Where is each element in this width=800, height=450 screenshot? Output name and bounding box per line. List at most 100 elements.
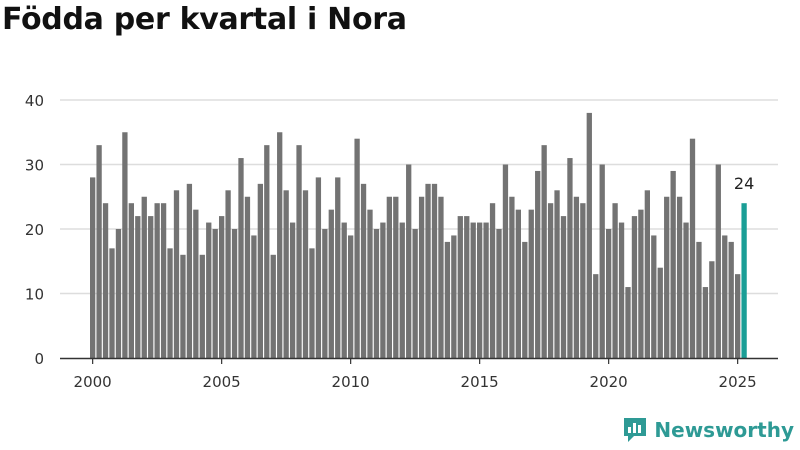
bar bbox=[296, 145, 302, 358]
bar bbox=[431, 183, 438, 358]
bar bbox=[644, 190, 650, 358]
bar bbox=[225, 190, 231, 358]
y-tick-label: 0 bbox=[34, 350, 44, 368]
bar bbox=[231, 229, 238, 358]
bar bbox=[560, 216, 567, 358]
bar bbox=[651, 235, 657, 358]
bar bbox=[122, 132, 128, 358]
bar bbox=[148, 216, 154, 358]
brand-name: Newsworthy bbox=[654, 418, 794, 442]
bar bbox=[580, 203, 586, 358]
bar bbox=[399, 222, 405, 358]
bar bbox=[483, 222, 489, 358]
bar bbox=[477, 222, 483, 358]
bar bbox=[167, 248, 173, 358]
bar bbox=[709, 261, 715, 358]
bar bbox=[277, 132, 283, 358]
bar bbox=[373, 229, 380, 358]
bar bbox=[289, 222, 296, 358]
bar bbox=[451, 235, 457, 358]
bar bbox=[135, 216, 141, 358]
bar bbox=[173, 190, 180, 358]
bar bbox=[212, 229, 218, 358]
bar bbox=[251, 235, 257, 358]
bar bbox=[715, 164, 721, 358]
bar bbox=[593, 274, 599, 358]
bar bbox=[418, 196, 425, 358]
bar bbox=[522, 241, 528, 358]
bar bbox=[541, 145, 547, 358]
bar bbox=[354, 138, 360, 358]
bar bbox=[535, 170, 541, 358]
bar bbox=[186, 183, 193, 358]
bar bbox=[670, 170, 676, 358]
bar bbox=[638, 209, 644, 358]
x-tick-label: 2005 bbox=[203, 373, 241, 391]
bar bbox=[102, 203, 109, 358]
bar-highlighted bbox=[741, 203, 747, 358]
bar bbox=[515, 209, 521, 358]
chart-title: Födda per kvartal i Nora bbox=[2, 2, 407, 37]
x-tick-label: 2020 bbox=[590, 373, 628, 391]
bar bbox=[264, 145, 270, 358]
bar bbox=[425, 183, 431, 358]
bar bbox=[528, 209, 534, 358]
y-tick-label: 30 bbox=[25, 157, 44, 175]
bar bbox=[283, 190, 289, 358]
bar bbox=[735, 274, 741, 358]
x-tick-label: 2025 bbox=[719, 373, 757, 391]
bar bbox=[154, 203, 160, 358]
x-axis: 2000 2005 2010 2015 2020 2025 bbox=[60, 357, 778, 391]
y-tick-label: 20 bbox=[25, 221, 44, 239]
bar bbox=[238, 158, 244, 358]
bar bbox=[219, 216, 225, 358]
bar bbox=[496, 229, 502, 358]
bar bbox=[502, 164, 509, 358]
bar bbox=[90, 177, 96, 358]
bar bbox=[386, 196, 392, 358]
bars bbox=[90, 112, 747, 359]
bar bbox=[257, 183, 263, 358]
bar bbox=[438, 196, 444, 358]
bar bbox=[657, 267, 663, 358]
bar bbox=[696, 241, 702, 358]
bar bbox=[606, 229, 612, 358]
bar bbox=[96, 145, 102, 358]
bar bbox=[457, 216, 463, 358]
bar bbox=[406, 164, 412, 358]
bar bbox=[664, 196, 670, 358]
bar bbox=[360, 183, 367, 358]
bar bbox=[444, 241, 451, 358]
newsworthy-logo-icon bbox=[624, 418, 647, 442]
bar bbox=[335, 177, 341, 358]
bar bbox=[683, 222, 689, 358]
bar bbox=[328, 209, 334, 358]
bar bbox=[270, 254, 276, 358]
bar bbox=[309, 248, 315, 358]
bar bbox=[141, 196, 147, 358]
bar bbox=[206, 222, 212, 358]
bar bbox=[676, 196, 683, 358]
bar bbox=[728, 241, 734, 358]
bar bbox=[393, 196, 399, 358]
bar bbox=[193, 209, 199, 358]
bar bbox=[612, 203, 618, 358]
bar bbox=[128, 203, 134, 358]
bar bbox=[412, 229, 418, 358]
bar bbox=[554, 190, 560, 358]
bar bbox=[109, 248, 115, 358]
y-tick-label: 40 bbox=[25, 92, 44, 110]
data-labels: 24 bbox=[734, 174, 754, 193]
bar bbox=[199, 254, 205, 358]
x-tick-label: 2015 bbox=[461, 373, 499, 391]
bar bbox=[702, 287, 709, 358]
bar bbox=[573, 196, 580, 358]
y-tick-label: 10 bbox=[25, 286, 44, 304]
bar bbox=[160, 203, 167, 358]
bar bbox=[464, 216, 470, 358]
bar bbox=[599, 164, 605, 358]
bar bbox=[470, 222, 476, 358]
bar bbox=[244, 196, 251, 358]
bar bbox=[586, 112, 592, 359]
